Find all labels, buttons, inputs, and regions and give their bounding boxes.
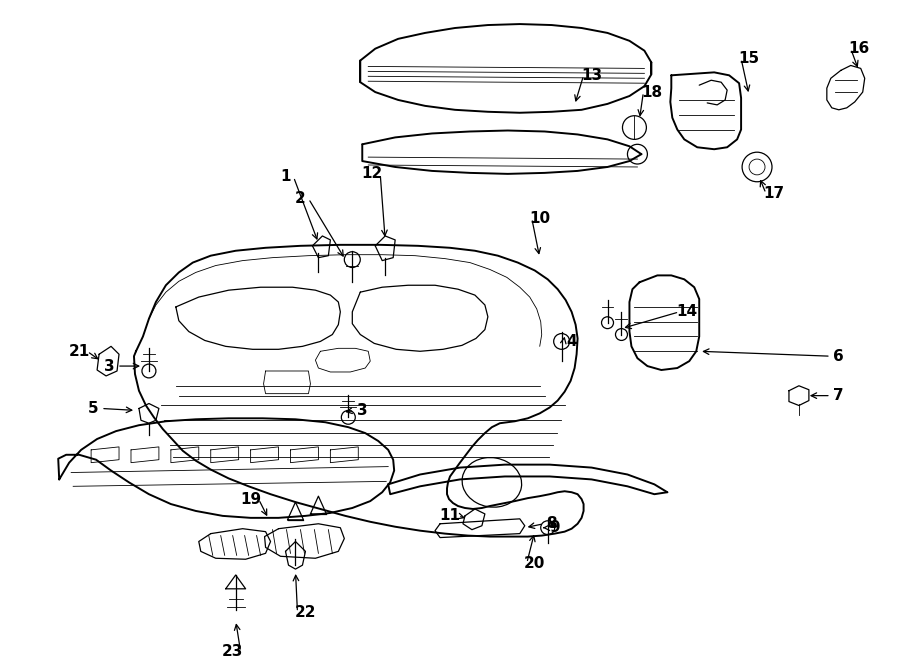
Text: 14: 14 bbox=[677, 304, 698, 319]
Text: 15: 15 bbox=[739, 51, 760, 66]
Text: 4: 4 bbox=[566, 334, 577, 349]
Text: 1: 1 bbox=[280, 169, 291, 184]
Text: 12: 12 bbox=[362, 167, 382, 181]
Text: 8: 8 bbox=[546, 516, 557, 531]
Text: 21: 21 bbox=[68, 344, 90, 359]
Text: 10: 10 bbox=[529, 211, 550, 225]
Text: 5: 5 bbox=[88, 401, 98, 416]
Text: 6: 6 bbox=[833, 349, 844, 364]
Text: 11: 11 bbox=[439, 508, 461, 524]
Text: 20: 20 bbox=[524, 556, 545, 570]
Text: 17: 17 bbox=[763, 186, 785, 201]
Text: 18: 18 bbox=[641, 85, 662, 100]
Text: 3: 3 bbox=[104, 358, 114, 373]
Text: 7: 7 bbox=[833, 388, 844, 403]
Text: 16: 16 bbox=[848, 41, 869, 56]
Text: 19: 19 bbox=[240, 492, 261, 506]
Text: 23: 23 bbox=[222, 644, 243, 660]
Text: 3: 3 bbox=[357, 403, 367, 418]
Text: 2: 2 bbox=[295, 191, 306, 206]
Text: 9: 9 bbox=[549, 520, 560, 535]
Text: 13: 13 bbox=[581, 68, 602, 83]
Text: 22: 22 bbox=[294, 605, 316, 620]
